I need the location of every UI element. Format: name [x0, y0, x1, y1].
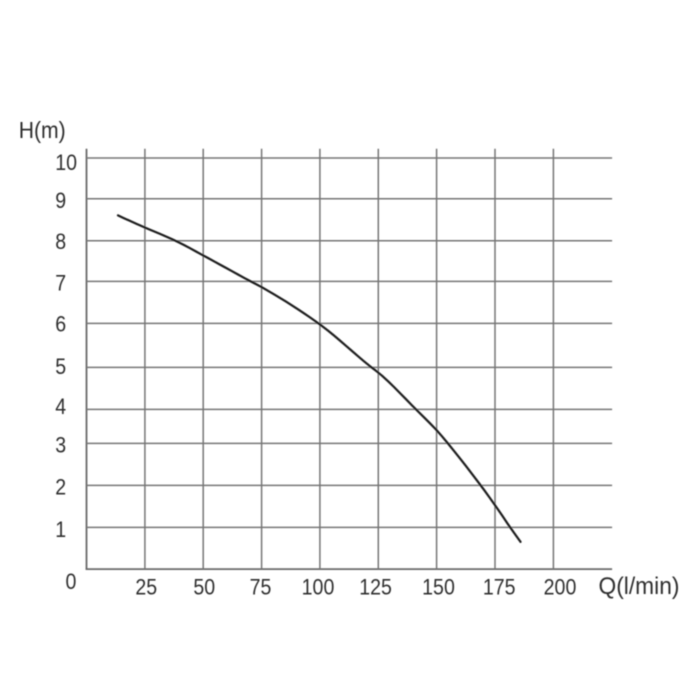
svg-text:H(m): H(m) — [19, 117, 66, 143]
svg-text:4: 4 — [55, 395, 66, 419]
svg-text:150: 150 — [422, 575, 455, 599]
svg-text:6: 6 — [55, 313, 66, 337]
svg-text:25: 25 — [135, 575, 157, 599]
svg-text:10: 10 — [55, 151, 77, 175]
svg-text:50: 50 — [193, 575, 215, 599]
svg-text:8: 8 — [55, 230, 66, 254]
svg-text:Q(l/min): Q(l/min) — [599, 573, 680, 600]
svg-text:100: 100 — [302, 575, 335, 599]
svg-text:0: 0 — [65, 570, 76, 594]
svg-text:2: 2 — [55, 476, 66, 500]
svg-text:75: 75 — [250, 575, 272, 599]
svg-text:200: 200 — [544, 575, 577, 599]
svg-text:1: 1 — [55, 518, 66, 542]
svg-text:125: 125 — [359, 575, 392, 599]
svg-text:175: 175 — [483, 575, 516, 599]
svg-text:7: 7 — [55, 271, 66, 295]
svg-text:9: 9 — [55, 189, 66, 213]
svg-text:5: 5 — [55, 355, 66, 379]
svg-text:3: 3 — [55, 433, 66, 457]
